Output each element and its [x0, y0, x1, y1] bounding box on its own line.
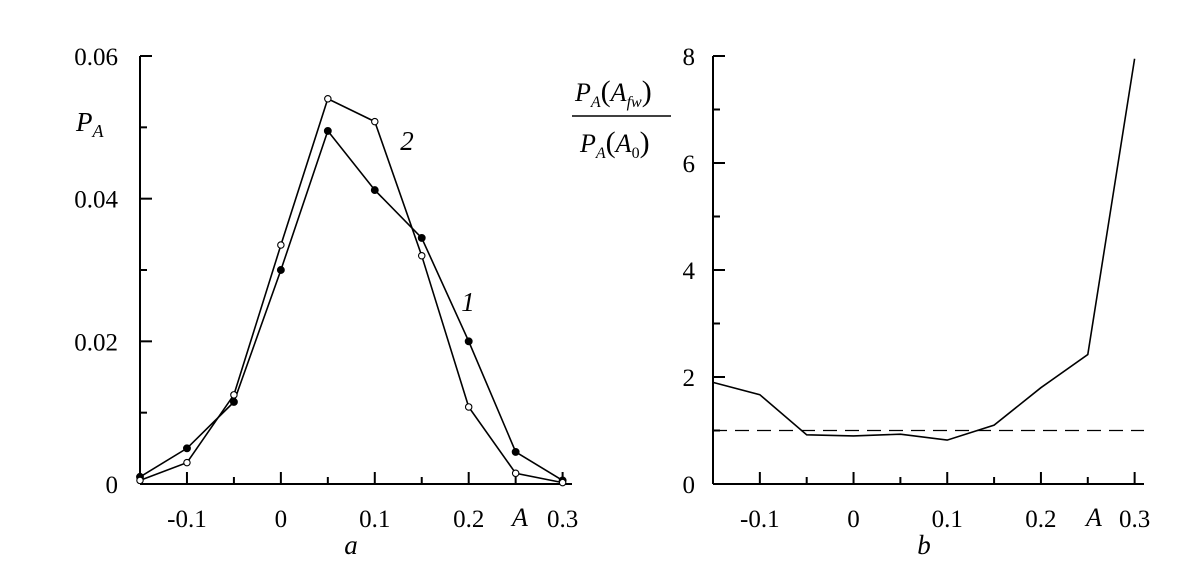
panel-a-y-tick-label: 0.04: [74, 187, 118, 214]
panel-a-series-1-line: [139, 129, 564, 482]
series-2-point: [230, 391, 238, 399]
panel-b-y-tick-label: 4: [683, 258, 696, 285]
series-2-point: [417, 251, 426, 260]
series-1-label: 1: [461, 287, 475, 317]
series-1-point: [276, 266, 285, 274]
panel-b-x-tick-label: 0.1: [932, 506, 963, 533]
panel-b-x-tick-label: 0: [847, 506, 860, 533]
panel-a-marks: 0 0.02 0.04 0.06 -0.1 0 0.1 0.2 0.3: [74, 44, 578, 533]
panel-a-y-tick-label: 0.06: [74, 44, 118, 71]
panel-b-x-tick-label: 0.2: [1025, 506, 1056, 533]
panel-b: 0 2 4 6 8 -0.1 0 0.1 0.2 0.3 PA(Afw) PA(A0) A b: [572, 44, 1150, 560]
series-1-point: [464, 337, 473, 346]
series-1-point: [370, 186, 379, 195]
panel-a-x-tick-label: 0.1: [359, 506, 390, 533]
series-1-point: [323, 126, 332, 135]
series-2-label: 2: [400, 126, 414, 156]
panel-a-ylabel-sub: A: [92, 121, 105, 141]
panel-b-xlabel-inline: A: [1084, 503, 1102, 532]
series-1-point: [511, 447, 520, 456]
panel-a-label: a: [344, 530, 358, 560]
panel-a-x-tick-label: 0: [275, 506, 288, 533]
panel-a-x-tick-label: 0.2: [453, 506, 484, 533]
series-2-point: [324, 95, 332, 103]
series-2-point: [511, 469, 520, 478]
panel-b-label: b: [917, 530, 931, 560]
series-2-point: [136, 476, 144, 485]
panel-a-ylabel-main: P: [75, 107, 93, 137]
panel-b-ylabel-denominator: PA(A0): [579, 126, 650, 162]
series-2-point: [558, 478, 567, 487]
series-2-point: [464, 403, 473, 411]
panel-a-series-2-line: [139, 97, 563, 484]
panel-b-x-tick-label: -0.1: [740, 506, 780, 533]
panel-a-y-tick-label: 0.02: [74, 329, 118, 356]
panel-b-ylabel-numerator: PA(Afw): [574, 75, 652, 111]
panel-b-ylabel: PA(Afw) PA(A0): [572, 75, 671, 162]
panel-b-y-tick-label: 0: [683, 472, 696, 499]
series-1-point: [417, 233, 426, 242]
panel-b-x-tick-label: 0.3: [1119, 506, 1150, 533]
panel-a-x-tick-label: -0.1: [167, 506, 207, 533]
panel-a-y-tick-label: 0: [106, 472, 119, 499]
series-2-point: [183, 458, 191, 467]
panel-a-x-tick-label: 0.3: [547, 506, 578, 533]
series-2-point: [277, 241, 285, 249]
panel-a-xlabel-inline: A: [510, 503, 528, 532]
panel-b-y-tick-label: 2: [683, 365, 696, 392]
series-2-point: [371, 117, 379, 126]
panel-b-y-tick-label: 8: [683, 44, 696, 71]
series-1-point: [183, 444, 191, 453]
panel-a-ylabel: PA: [75, 107, 105, 141]
panel-b-marks: 0 2 4 6 8 -0.1 0 0.1 0.2 0.3: [683, 44, 1151, 533]
panel-b-y-tick-label: 6: [683, 151, 696, 178]
panel-b-series-1-line: [712, 58, 1136, 441]
panel-a: 00.020.040.06-0.1 0 0.1 0.2 0.3 PA A a 1 2: [74, 44, 578, 560]
